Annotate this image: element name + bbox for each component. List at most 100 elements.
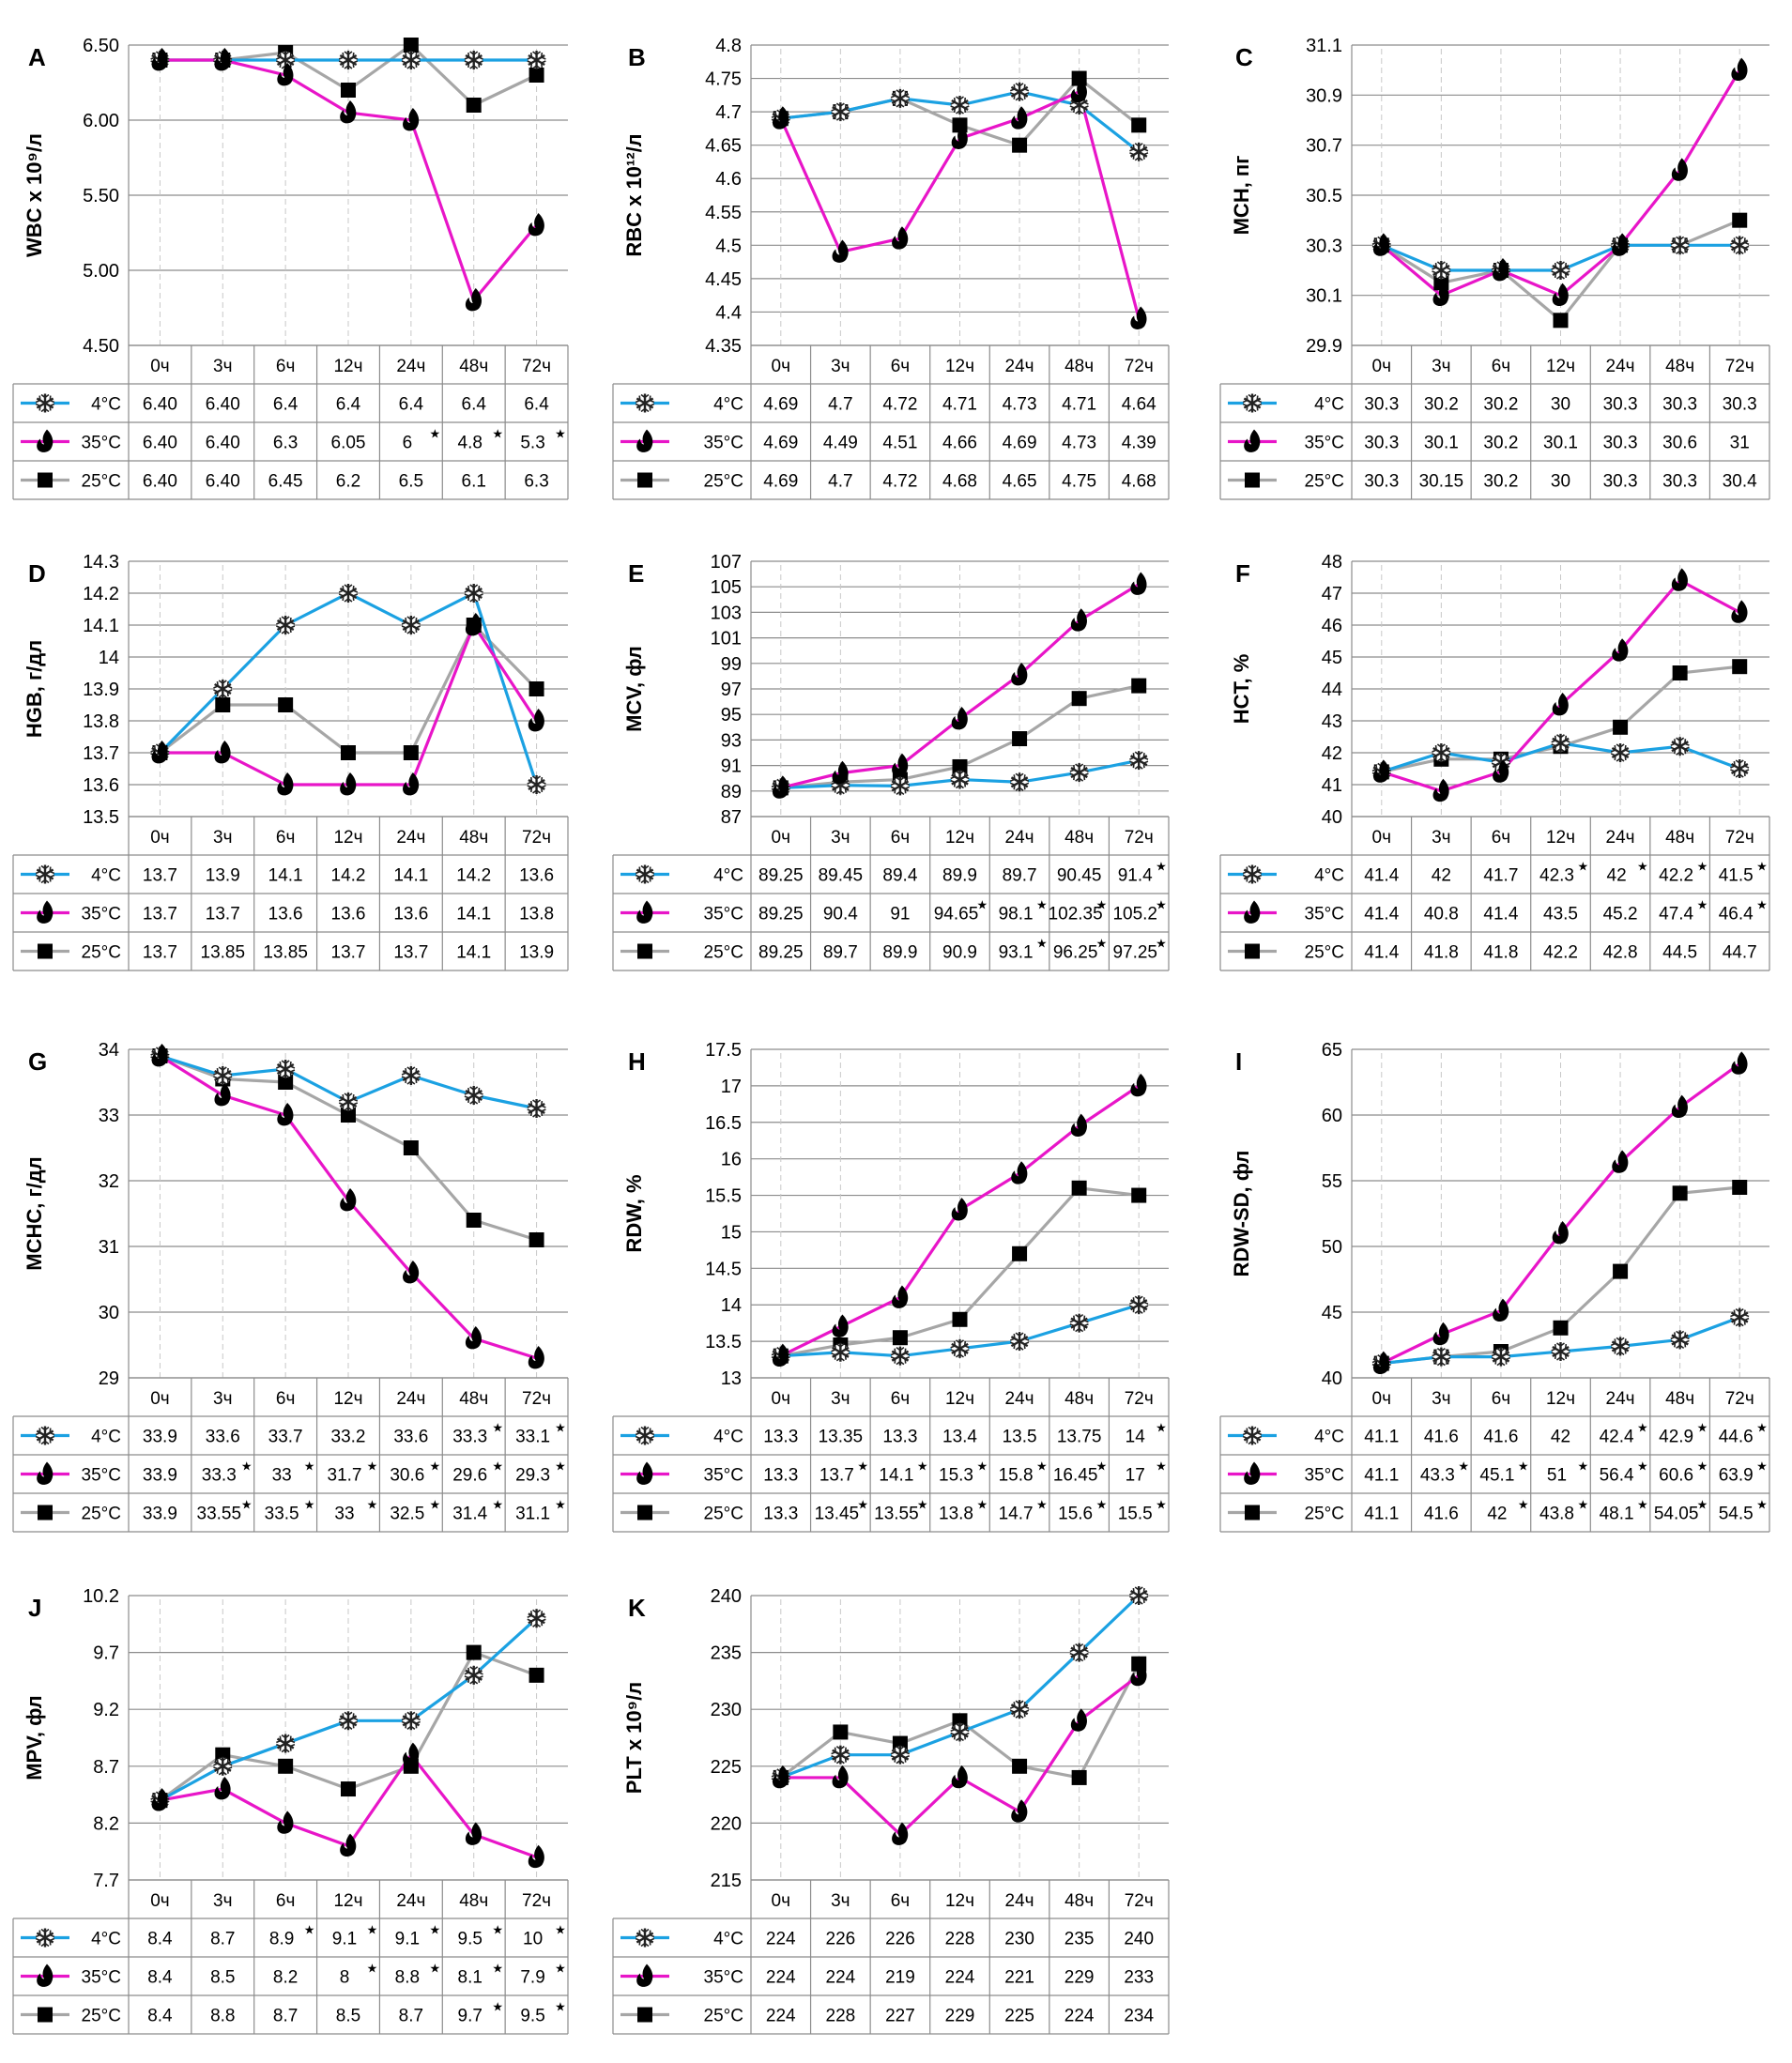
x-tick-label: 72ч (1725, 357, 1754, 376)
x-tick-label: 3ч (831, 357, 850, 376)
data-label: 90.9 (942, 943, 977, 963)
data-label: 8.1 (458, 1968, 482, 1988)
data-label: 4.75 (1062, 472, 1096, 492)
x-tick-label: 3ч (213, 1891, 232, 1911)
data-label: 4.8 (458, 434, 482, 453)
data-point (1070, 608, 1087, 632)
x-tick-label: 6ч (1492, 357, 1510, 376)
data-label: 98.1 (999, 905, 1034, 925)
data-label: 45.2 (1603, 905, 1638, 925)
data-label: 41.1 (1364, 1428, 1399, 1447)
legend-entry: 35°C (1305, 1466, 1344, 1486)
y-tick-label: 89 (721, 782, 742, 802)
data-label: 224 (766, 2007, 796, 2026)
legend-entry: 4°C (713, 1428, 743, 1447)
data-point (890, 88, 911, 108)
chart-panel-j: J 10.2 9.7 9.2 8.7 8.2 7.7 MPV, фл 0ч 3ч 6ч 12ч 24ч 4… (12, 1586, 569, 2035)
legend-entry: 25°C (82, 472, 121, 492)
data-point (528, 1667, 544, 1683)
data-label: 13.85 (201, 943, 246, 963)
legend-marker (37, 1461, 54, 1485)
data-point (1432, 283, 1449, 307)
y-axis-label: MCHC, г/дл (23, 1156, 46, 1270)
legend-marker (1245, 1505, 1260, 1521)
data-label: 15.8 (999, 1466, 1034, 1486)
data-label: 16.45 (1053, 1466, 1098, 1486)
data-label: 13.6 (331, 905, 366, 925)
y-tick-label: 5.00 (83, 261, 119, 282)
data-point (1672, 1185, 1688, 1201)
data-point (528, 1844, 544, 1869)
data-label: 6.05 (331, 434, 366, 453)
legend-entry: 35°C (1305, 905, 1344, 925)
significance-star: ★ (1156, 937, 1167, 951)
y-tick-label: 91 (721, 756, 742, 777)
data-label: 13.3 (763, 1505, 798, 1524)
y-tick-label: 4.5 (715, 236, 742, 256)
legend-marker (635, 1426, 655, 1445)
x-tick-label: 12ч (945, 1891, 974, 1911)
y-tick-label: 29 (99, 1368, 119, 1389)
legend-entry: 4°C (91, 866, 121, 886)
significance-star: ★ (555, 427, 566, 441)
data-label: 89.25 (758, 905, 804, 925)
data-point (341, 83, 356, 98)
data-label: 219 (885, 1968, 915, 1988)
data-point (464, 1665, 483, 1685)
chart-panel-d: D 14.3 14.2 14.1 14 13.9 13.8 13.7 13.6 13.5 HGB, … (12, 552, 569, 971)
y-tick-label: 13.7 (83, 743, 119, 764)
significance-star: ★ (367, 1459, 378, 1474)
data-label: 30 (1551, 395, 1570, 415)
significance-star: ★ (1036, 937, 1048, 951)
legend-entry: 25°C (704, 943, 743, 963)
y-axis-label: PLT x 10⁹/л (622, 1682, 646, 1794)
data-point (1551, 733, 1570, 753)
y-tick-label: 87 (721, 807, 742, 828)
data-label: 235 (1064, 1930, 1095, 1949)
y-tick-label: 43 (1322, 711, 1342, 732)
data-label: 30.3 (1364, 395, 1399, 415)
significance-star: ★ (857, 1459, 868, 1474)
data-label: 30.6 (1662, 434, 1697, 453)
legend-marker (636, 1461, 653, 1485)
chart-panel-a: A 6.50 6.00 5.50 5.00 4.50 WBC x 10⁹/л 0ч 3ч 6ч 12… (12, 36, 569, 500)
data-label: 14.2 (331, 866, 366, 886)
data-label: 13.6 (393, 905, 428, 925)
data-point (1552, 693, 1569, 716)
data-point (1011, 1161, 1028, 1184)
data-point (831, 102, 850, 122)
data-point (951, 1198, 968, 1221)
data-label: 89.9 (882, 943, 917, 963)
data-label: 41.1 (1364, 1505, 1399, 1524)
data-point (1009, 772, 1030, 792)
y-tick-label: 235 (711, 1643, 742, 1664)
x-tick-label: 72ч (522, 357, 551, 376)
x-tick-label: 48ч (459, 357, 488, 376)
panel-letter: K (628, 1594, 646, 1622)
y-tick-label: 5.50 (83, 186, 119, 206)
data-point (1552, 1221, 1569, 1245)
significance-star: ★ (1036, 1498, 1048, 1512)
data-label: 91.4 (1118, 866, 1153, 886)
data-point (403, 1140, 419, 1155)
data-label: 6.40 (143, 472, 177, 492)
data-label: 6.4 (273, 395, 299, 415)
data-point (1432, 778, 1449, 802)
data-point (1071, 691, 1087, 707)
data-label: 4.69 (763, 472, 798, 492)
panel-letter: H (628, 1047, 646, 1076)
data-point (341, 1781, 356, 1797)
data-label: 90.45 (1057, 866, 1102, 886)
x-tick-label: 6ч (276, 828, 295, 848)
x-tick-label: 12ч (945, 357, 974, 376)
data-point (1069, 1643, 1089, 1662)
data-label: 8.7 (399, 2007, 423, 2026)
x-tick-label: 24ч (396, 357, 425, 376)
significance-star: ★ (1697, 1421, 1708, 1435)
x-tick-label: 3ч (1432, 1389, 1450, 1409)
data-point (527, 1099, 546, 1118)
x-tick-label: 72ч (1125, 357, 1154, 376)
data-label: 6.3 (524, 472, 548, 492)
data-label: 4.71 (942, 395, 977, 415)
data-label: 224 (766, 1968, 796, 1988)
